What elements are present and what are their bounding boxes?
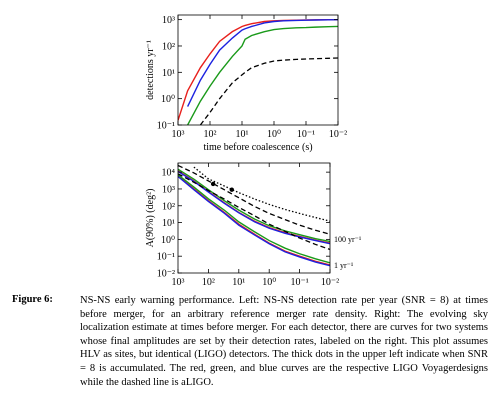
y-tick-label: 10⁻¹: [157, 121, 175, 132]
line-series: [178, 164, 330, 235]
snr-dot: [229, 187, 234, 192]
y-axis-label: detections yr⁻¹: [145, 40, 156, 100]
caption-label: Figure 6:: [12, 294, 53, 305]
x-tick-label: 10⁻²: [321, 277, 339, 288]
y-axis-label: A(90%) (deg²): [145, 189, 156, 248]
y-tick-label: 10²: [162, 41, 175, 52]
plot-area: [178, 18, 338, 125]
line-series: [178, 175, 330, 267]
y-tick-label: 10⁻²: [157, 269, 175, 280]
line-series: [178, 168, 330, 243]
y-tick-label: 10⁴: [162, 168, 176, 179]
caption-text: NS-NS early warning performance. Left: N…: [80, 295, 488, 388]
y-tick-label: 10⁰: [161, 235, 175, 246]
plot-area: [178, 164, 330, 267]
x-tick-label: 10⁻²: [329, 129, 347, 140]
y-tick-label: 10⁰: [161, 94, 175, 105]
y-tick-label: 10³: [162, 15, 175, 26]
y-tick-label: 10²: [162, 201, 175, 212]
line-series: [178, 18, 338, 121]
y-tick-label: 10¹: [162, 68, 175, 79]
y-tick-label: 10¹: [162, 218, 175, 229]
x-axis-label: time before coalescence (s): [203, 142, 312, 153]
y-tick-label: 10³: [162, 184, 175, 195]
x-tick-label: 10³: [172, 129, 185, 140]
line-series: [186, 18, 338, 107]
x-tick-label: 10²: [202, 277, 215, 288]
x-tick-label: 10⁰: [267, 129, 281, 140]
x-tick-label: 10⁻¹: [297, 129, 315, 140]
x-tick-label: 10²: [204, 129, 217, 140]
line-series: [178, 174, 330, 264]
annotation: 1 yr⁻¹: [334, 261, 354, 270]
x-tick-label: 10¹: [236, 129, 249, 140]
x-tick-label: 10¹: [232, 277, 245, 288]
y-tick-label: 10⁻¹: [157, 252, 175, 263]
annotation: 100 yr⁻¹: [334, 235, 362, 244]
line-series: [187, 25, 338, 125]
line-series: [178, 170, 330, 244]
plot-frame: [177, 162, 331, 274]
plot-frame: [177, 14, 339, 126]
line-series: [178, 170, 330, 245]
x-tick-label: 10³: [172, 277, 185, 288]
x-tick-label: 10⁰: [262, 277, 276, 288]
x-tick-label: 10⁻¹: [290, 277, 308, 288]
line-series: [199, 57, 338, 125]
snr-dot: [210, 181, 216, 187]
figure: 10³ 10² 10¹ 10⁰ 10⁻¹ 10⁻² 10⁻¹ 10⁰ 10¹ 10² 10³ time…: [145, 14, 362, 288]
